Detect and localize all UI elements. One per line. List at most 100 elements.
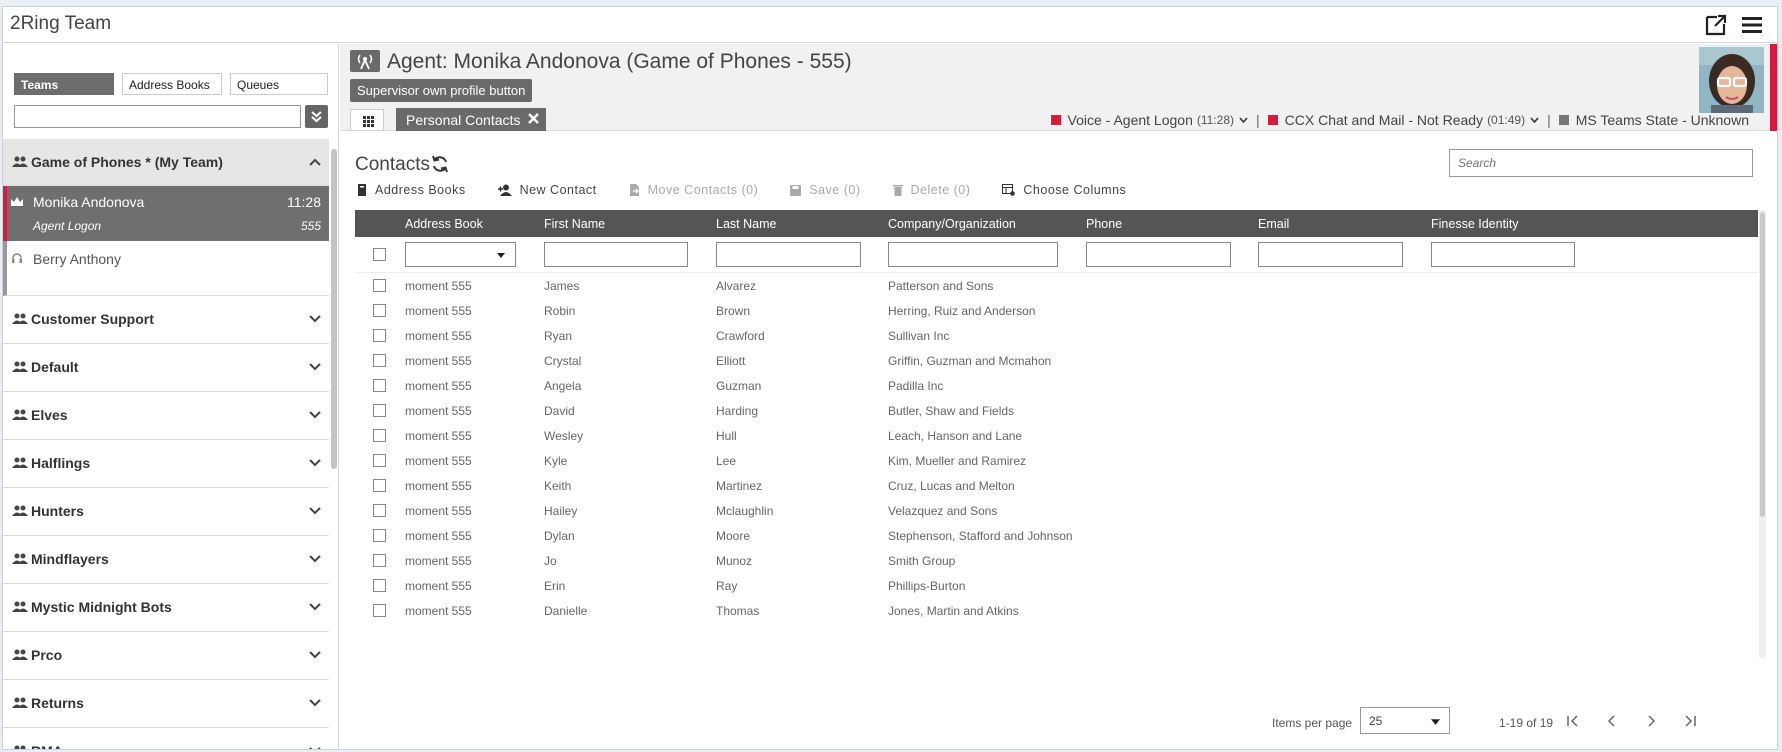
contacts-search-input[interactable] bbox=[1449, 149, 1753, 177]
row-checkbox[interactable] bbox=[373, 504, 386, 517]
sidebar-scrollbar[interactable] bbox=[330, 139, 338, 749]
address-books-button[interactable]: Address Books bbox=[357, 183, 466, 197]
table-row[interactable]: moment 555 Keith Martinez Cruz, Lucas and M… bbox=[355, 473, 1758, 498]
save-button[interactable]: Save (0) bbox=[790, 183, 860, 197]
row-checkbox[interactable] bbox=[373, 404, 386, 417]
tab-teams[interactable]: Teams bbox=[14, 73, 114, 95]
close-icon[interactable] bbox=[527, 112, 540, 125]
column-header-address-book[interactable]: Address Book bbox=[405, 217, 483, 231]
row-checkbox[interactable] bbox=[373, 579, 386, 592]
table-row[interactable]: moment 555 Danielle Thomas Jones, Martin an… bbox=[355, 598, 1758, 623]
choose-columns-button[interactable]: Choose Columns bbox=[1002, 183, 1126, 197]
first-page-icon[interactable] bbox=[1566, 714, 1580, 728]
table-row[interactable]: moment 555 Jo Munoz Smith Group bbox=[355, 548, 1758, 573]
last-page-icon[interactable] bbox=[1683, 714, 1697, 728]
table-row[interactable]: moment 555 Hailey Mclaughlin Velazquez and … bbox=[355, 498, 1758, 523]
team-header[interactable]: Mystic Midnight Bots bbox=[3, 584, 329, 632]
delete-button[interactable]: Delete (0) bbox=[892, 183, 971, 197]
chevron-down-icon[interactable] bbox=[1239, 117, 1248, 123]
row-checkbox[interactable] bbox=[373, 304, 386, 317]
expand-all-button[interactable] bbox=[305, 105, 328, 128]
popout-icon[interactable] bbox=[1704, 13, 1728, 37]
select-all-checkbox[interactable] bbox=[373, 248, 386, 261]
refresh-icon[interactable] bbox=[430, 154, 450, 174]
tab-queues[interactable]: Queues bbox=[230, 73, 328, 95]
table-scrollbar[interactable] bbox=[1759, 210, 1766, 658]
table-row[interactable]: moment 555 Wesley Hull Leach, Hanson and La… bbox=[355, 423, 1758, 448]
team-label: Halflings bbox=[31, 455, 91, 471]
company-filter-input[interactable] bbox=[888, 242, 1058, 267]
row-checkbox[interactable] bbox=[373, 379, 386, 392]
chat-status[interactable]: CCX Chat and Mail - Not Ready bbox=[1284, 112, 1484, 128]
column-header-email[interactable]: Email bbox=[1258, 217, 1290, 231]
items-per-page-select[interactable]: 25 bbox=[1360, 707, 1450, 734]
table-cell: Smith Group bbox=[888, 554, 956, 568]
row-checkbox[interactable] bbox=[373, 604, 386, 617]
column-header-first-name[interactable]: First Name bbox=[544, 217, 606, 231]
table-row[interactable]: moment 555 Dylan Moore Stephenson, Stafford… bbox=[355, 523, 1758, 548]
team-header-game-of-phones[interactable]: Game of Phones * (My Team) bbox=[3, 139, 329, 186]
move-contacts-button[interactable]: Move Contacts (0) bbox=[629, 183, 759, 197]
team-header[interactable]: Default bbox=[3, 344, 329, 392]
email-filter-input[interactable] bbox=[1258, 242, 1403, 267]
row-checkbox[interactable] bbox=[373, 554, 386, 567]
team-header[interactable]: Halflings bbox=[3, 440, 329, 488]
tab-personal-contacts[interactable]: Personal Contacts bbox=[396, 108, 546, 131]
team-header[interactable]: Hunters bbox=[3, 488, 329, 536]
tab-address-books[interactable]: Address Books bbox=[122, 73, 222, 95]
address-book-filter-select[interactable] bbox=[405, 242, 516, 267]
team-header[interactable]: Customer Support bbox=[3, 296, 329, 344]
row-checkbox[interactable] bbox=[373, 329, 386, 342]
save-icon bbox=[790, 184, 802, 196]
table-row[interactable]: moment 555 Erin Ray Phillips-Burton bbox=[355, 573, 1758, 598]
sidebar-search-input[interactable] bbox=[14, 105, 301, 128]
table-cell: moment 555 bbox=[405, 454, 472, 468]
table-row[interactable]: moment 555 Robin Brown Herring, Ruiz and An… bbox=[355, 298, 1758, 323]
row-checkbox[interactable] bbox=[373, 429, 386, 442]
column-header-phone[interactable]: Phone bbox=[1086, 217, 1123, 231]
agent-row-monika[interactable]: Monika Andonova 11:28 Agent Logon 555 bbox=[3, 186, 329, 241]
table-cell: James bbox=[544, 279, 580, 293]
supervisor-profile-button[interactable]: Supervisor own profile button bbox=[350, 79, 533, 102]
avatar[interactable] bbox=[1699, 47, 1764, 113]
table-cell: moment 555 bbox=[405, 504, 472, 518]
table-row[interactable]: moment 555 David Harding Butler, Shaw and F… bbox=[355, 398, 1758, 423]
new-contact-button[interactable]: New Contact bbox=[497, 183, 597, 197]
table-row[interactable]: moment 555 Ryan Crawford Sullivan Inc bbox=[355, 323, 1758, 348]
chevron-down-icon[interactable] bbox=[1530, 117, 1539, 123]
next-page-icon[interactable] bbox=[1644, 714, 1658, 728]
menu-icon[interactable] bbox=[1741, 15, 1763, 35]
row-checkbox[interactable] bbox=[373, 529, 386, 542]
agent-broadcast-icon bbox=[350, 50, 380, 72]
users-icon bbox=[12, 361, 28, 372]
team-header[interactable]: RMA bbox=[3, 728, 329, 749]
column-header-company[interactable]: Company/Organization bbox=[888, 217, 1016, 231]
table-cell: Ray bbox=[716, 579, 738, 593]
previous-page-icon[interactable] bbox=[1605, 714, 1619, 728]
team-header[interactable]: Elves bbox=[3, 392, 329, 440]
team-header[interactable]: Prco bbox=[3, 632, 329, 680]
finesse-identity-filter-input[interactable] bbox=[1431, 242, 1575, 267]
row-checkbox[interactable] bbox=[373, 479, 386, 492]
voice-status[interactable]: Voice - Agent Logon bbox=[1067, 112, 1193, 128]
agent-row-berry[interactable]: Berry Anthony bbox=[3, 241, 329, 296]
apps-grid-button[interactable] bbox=[350, 109, 384, 131]
phone-filter-input[interactable] bbox=[1086, 242, 1231, 267]
team-label: Default bbox=[31, 359, 79, 375]
column-header-last-name[interactable]: Last Name bbox=[716, 217, 777, 231]
last-name-filter-input[interactable] bbox=[716, 242, 861, 267]
row-checkbox[interactable] bbox=[373, 279, 386, 292]
users-icon bbox=[12, 553, 28, 564]
table-row[interactable]: moment 555 Angela Guzman Padilla Inc bbox=[355, 373, 1758, 398]
table-row[interactable]: moment 555 Kyle Lee Kim, Mueller and Ramire… bbox=[355, 448, 1758, 473]
users-icon bbox=[12, 313, 28, 324]
table-row[interactable]: moment 555 Crystal Elliott Griffin, Guzman … bbox=[355, 348, 1758, 373]
row-checkbox[interactable] bbox=[373, 454, 386, 467]
table-row[interactable]: moment 555 James Alvarez Patterson and Sons bbox=[355, 273, 1758, 298]
row-checkbox[interactable] bbox=[373, 354, 386, 367]
team-header[interactable]: Returns bbox=[3, 680, 329, 728]
team-header[interactable]: Mindflayers bbox=[3, 536, 329, 584]
first-name-filter-input[interactable] bbox=[544, 242, 688, 267]
column-header-finesse-identity[interactable]: Finesse Identity bbox=[1431, 217, 1519, 231]
add-user-icon bbox=[497, 184, 512, 196]
